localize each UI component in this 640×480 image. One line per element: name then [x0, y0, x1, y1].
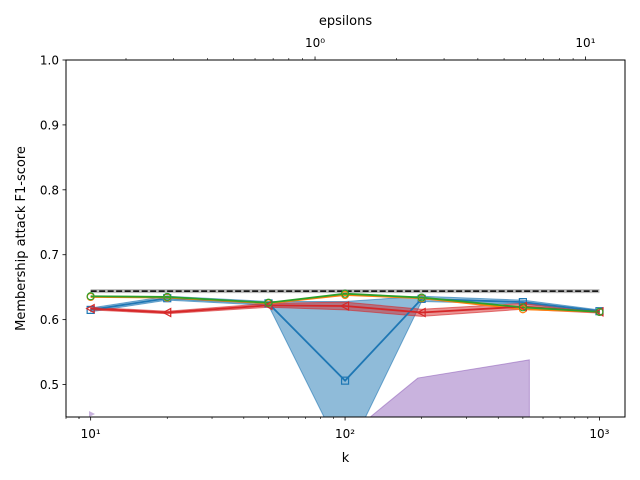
series-1-point — [340, 376, 350, 385]
x-tick-label: 10³ — [589, 427, 609, 441]
series-markers — [85, 289, 604, 385]
series-4-point — [518, 303, 527, 312]
x-tick-label: 10¹ — [81, 427, 101, 441]
y-axis-label: Membership attack F1-score — [14, 146, 29, 331]
plot-frame — [65, 59, 626, 418]
top-tick-label: 10¹ — [575, 36, 595, 50]
y-tick-label: 1.0 — [40, 54, 59, 68]
series-5-band-sliver — [89, 411, 95, 417]
series-3-point — [339, 301, 350, 312]
top-tick-label: 10⁰ — [305, 36, 325, 50]
top-axis-ticks: 10⁰ 10¹ — [125, 36, 596, 60]
y-tick-label: 0.5 — [40, 378, 59, 392]
confidence-bands — [89, 295, 600, 417]
y-tick-label: 0.7 — [40, 248, 59, 262]
series-4-point — [417, 293, 426, 302]
series-3-point — [416, 307, 426, 318]
series-3-point — [85, 303, 95, 314]
series-3-point — [263, 300, 273, 311]
series-4-point — [595, 307, 604, 316]
y-tick-label: 0.6 — [40, 313, 59, 327]
series-5-band — [369, 359, 530, 417]
series-4-point — [86, 292, 95, 301]
series-3-point — [161, 307, 172, 318]
x-tick-label: 10² — [335, 427, 355, 441]
series-4-point — [264, 298, 273, 307]
y-tick-label: 0.9 — [40, 118, 59, 132]
y-tick-label: 0.8 — [40, 183, 59, 197]
x-axis-ticks: 10¹ 10² 10³ — [65, 417, 610, 441]
top-axis-label: epsilons — [319, 14, 372, 29]
series-4-point — [163, 292, 172, 302]
y-axis-ticks: 0.5 0.6 0.7 0.8 0.9 1.0 — [40, 54, 66, 392]
x-axis-label: k — [342, 451, 350, 466]
series-3-band — [90, 301, 600, 317]
series-4-line — [90, 292, 600, 313]
series-4-point — [340, 289, 350, 298]
